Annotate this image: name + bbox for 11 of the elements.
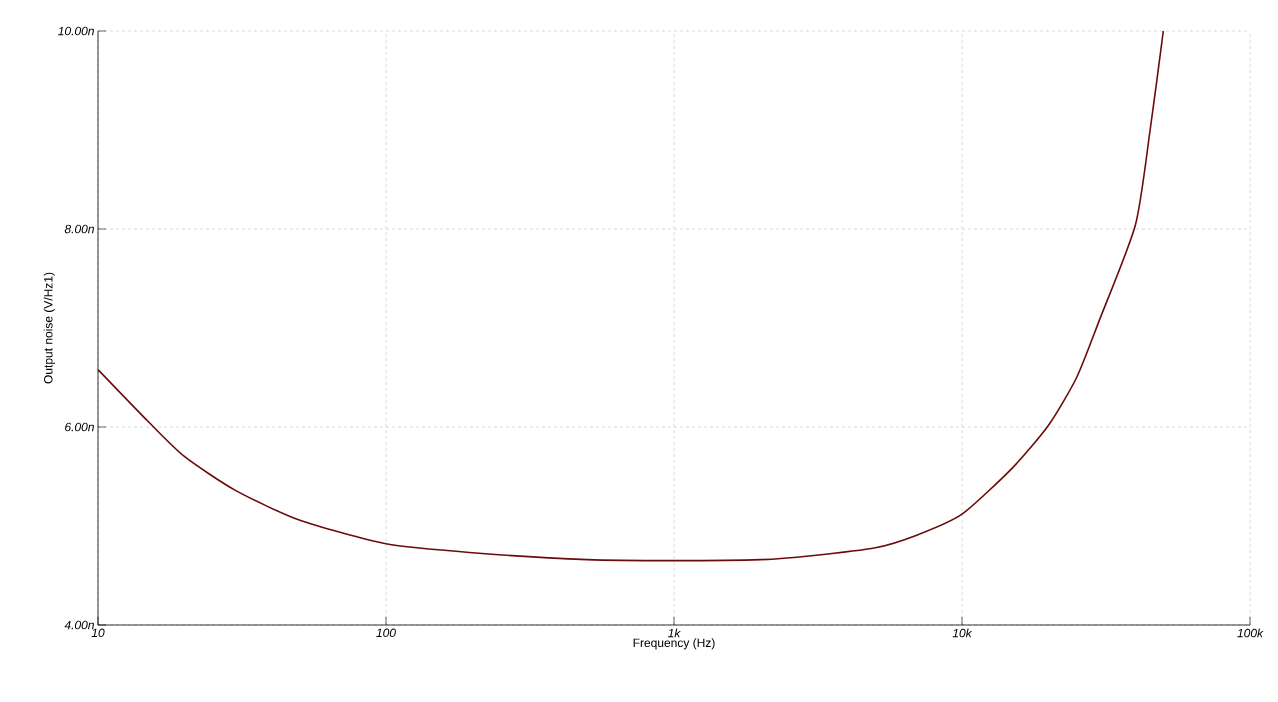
y-axis-title: Output noise (V/Hz1) — [43, 272, 55, 384]
y-tick-label: 4.00n — [64, 620, 94, 630]
x-tick-label: 100k — [1237, 628, 1264, 638]
x-tick-label: 10k — [952, 628, 973, 638]
y-tick-label: 10.00n — [58, 26, 94, 36]
x-axis-title: Frequency (Hz) — [633, 638, 715, 650]
x-tick-label: 1k — [667, 628, 681, 638]
x-tick-label: 100 — [376, 628, 396, 638]
y-tick-label: 6.00n — [65, 422, 94, 432]
x-tick-label: 10 — [91, 628, 105, 638]
y-tick-label: 8.00n — [64, 224, 94, 234]
